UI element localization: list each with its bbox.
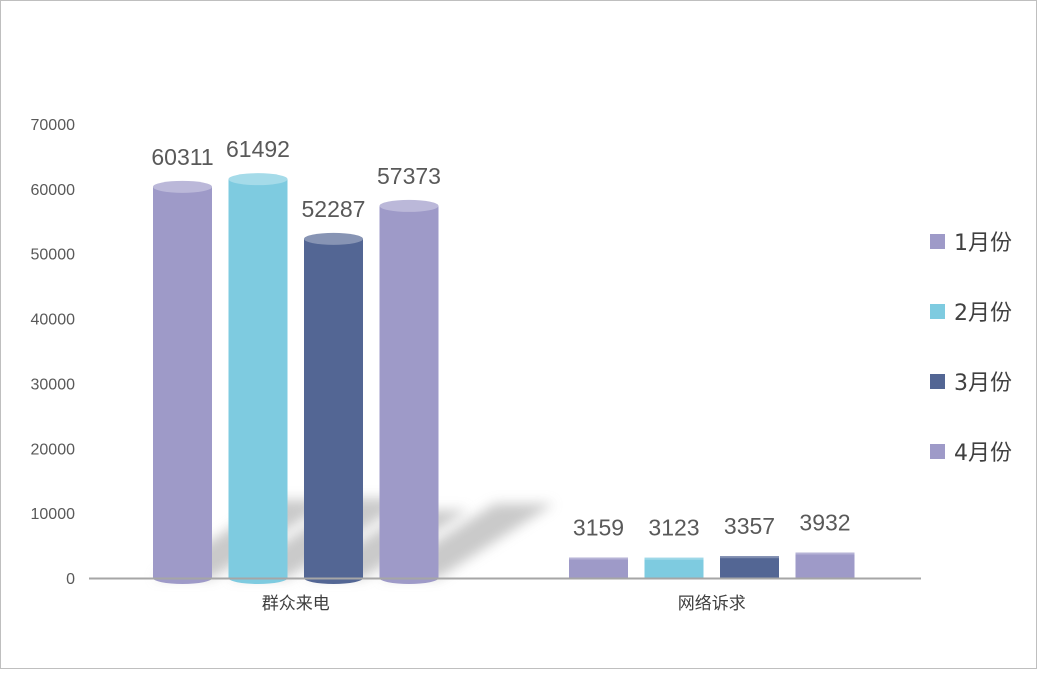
data-label: 3357 [724, 513, 775, 539]
bar-top [720, 556, 779, 559]
y-tick-label: 10000 [31, 506, 76, 523]
legend-label: 3月份 [954, 371, 1012, 396]
bar [379, 205, 439, 578]
y-tick-label: 40000 [31, 312, 76, 329]
legend-label: 4月份 [954, 441, 1012, 466]
x-axis: 群众来电 网络诉求 [89, 577, 921, 614]
bar-top [228, 173, 288, 186]
data-label: 61492 [226, 136, 290, 162]
bar-top [153, 180, 212, 193]
y-tick-label: 30000 [31, 376, 76, 393]
bar [228, 179, 288, 578]
data-label: 57373 [377, 163, 441, 189]
data-labels: 60311 61492 52287 57373 3159 3123 3357 3932 [151, 136, 850, 541]
data-label: 3159 [573, 515, 624, 541]
bar-chart: 0 10000 20000 30000 40000 50000 60000 70000 603… [31, 117, 1013, 614]
legend-swatch [930, 444, 945, 459]
bars [153, 173, 855, 584]
y-tick-label: 20000 [31, 441, 76, 458]
y-tick-label: 70000 [31, 117, 76, 134]
bar-top [379, 199, 439, 212]
bar-top [795, 552, 855, 555]
legend: 1月份 2月份 3月份 4月份 [930, 231, 1012, 466]
category-label: 网络诉求 [678, 594, 746, 614]
bar [153, 186, 212, 578]
y-tick-label: 0 [66, 571, 75, 588]
y-tick-label: 50000 [31, 247, 76, 264]
legend-swatch [930, 304, 945, 319]
bar [304, 238, 363, 578]
bar-top [304, 232, 363, 245]
bar-top [644, 557, 704, 560]
category-label: 群众来电 [262, 594, 330, 614]
data-label: 3932 [799, 509, 850, 535]
bar [569, 557, 628, 578]
legend-label: 2月份 [954, 301, 1012, 326]
chart-frame: 0 10000 20000 30000 40000 50000 60000 70000 603… [0, 0, 1037, 669]
data-label: 60311 [151, 144, 213, 170]
data-label: 52287 [302, 196, 366, 222]
bar [644, 557, 704, 578]
legend-swatch [930, 374, 945, 389]
bar-top [569, 557, 628, 560]
legend-swatch [930, 234, 945, 249]
bar [795, 552, 855, 578]
y-axis: 0 10000 20000 30000 40000 50000 60000 70000 [31, 117, 76, 588]
legend-label: 1月份 [954, 231, 1012, 256]
bar [720, 556, 779, 578]
data-label: 3123 [648, 515, 699, 541]
y-tick-label: 60000 [31, 182, 76, 199]
